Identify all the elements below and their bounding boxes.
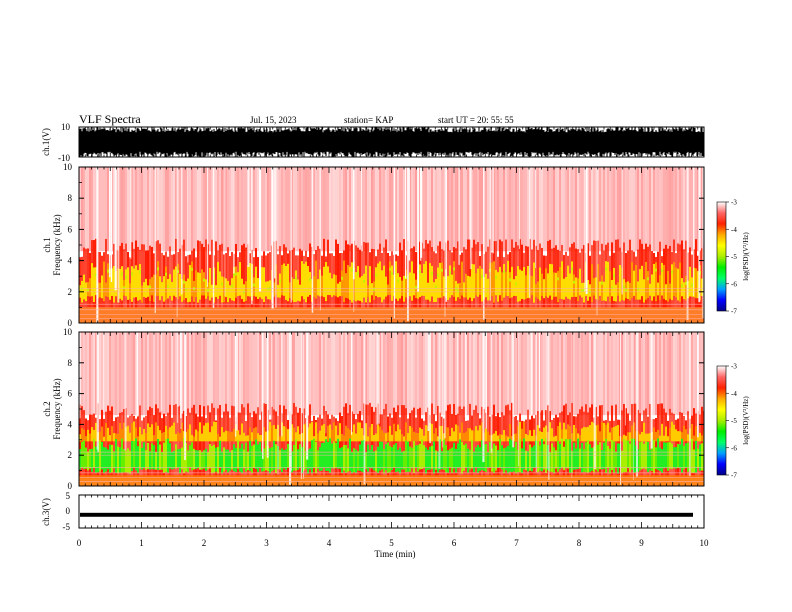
ch3-waveform-panel: 5 0 -5 ch.3(V) 0 1 2 3 4 5 6 7 8 9 10 Time (min)	[41, 127, 709, 559]
ch2-spec-ylabel-channel: ch.2	[42, 401, 52, 416]
ch1-spec-ylabel-frequency: Frequency (kHz)	[52, 214, 62, 275]
spec-ytick-label: 10	[63, 162, 73, 172]
xtick-label: 6	[452, 538, 457, 548]
ch2-spectrogram-panel: ch.2 Frequency (kHz) 0 2 4 6 8 10	[42, 327, 705, 491]
spec-ytick-label: 8	[68, 358, 73, 368]
colorbar-tick-label: -6	[731, 444, 737, 452]
start-time-label: start UT = 20: 55: 55	[438, 115, 514, 125]
spec-ytick-label: 0	[68, 318, 73, 328]
station-label: station= KAP	[344, 115, 393, 125]
spec-ytick-label: 6	[68, 224, 73, 234]
spec-ytick-label: 8	[68, 193, 73, 203]
colorbar-tick-label: -5	[731, 253, 737, 261]
ch2-spectrogram-image	[79, 332, 704, 486]
colorbar-label: log(PSD)(V²/Hz)	[742, 396, 750, 445]
colorbar-tick-label: -4	[731, 226, 737, 234]
ch2-spec-ylabel-frequency: Frequency (kHz)	[52, 378, 62, 439]
xtick-label: 4	[327, 538, 332, 548]
time-axis-label: Time (min)	[375, 549, 416, 559]
ch1-wave-ytick-top: 10	[61, 122, 71, 132]
colorbar-tick-label: -7	[731, 472, 737, 480]
colorbar-tick-label: -5	[731, 417, 737, 425]
colorbar-gradient	[716, 201, 727, 312]
colorbar-tick-label: -3	[731, 199, 737, 207]
ch1-wave-ylabel: ch.1(V)	[41, 128, 51, 156]
spec-ytick-label: 2	[68, 287, 73, 297]
ch3-waveform-trace	[80, 512, 693, 517]
xtick-label: 0	[77, 538, 82, 548]
ch2-colorbar: -3 -4 -5 -6 -7 log(PSD)(V²/Hz)	[716, 363, 750, 480]
ch1-waveform-line	[79, 127, 704, 157]
colorbar-tick-label: -7	[731, 308, 737, 316]
colorbar-tick-label: -4	[731, 390, 737, 398]
colorbar-label: log(PSD)(V²/Hz)	[742, 232, 750, 281]
xtick-label: 7	[514, 538, 519, 548]
xtick-label: 2	[202, 538, 207, 548]
ch1-waveform-trace	[79, 127, 704, 157]
figure-title: VLF Spectra	[79, 112, 141, 126]
xtick-label: 10	[700, 538, 710, 548]
spec-ytick-label: 0	[68, 481, 73, 491]
colorbar-gradient	[716, 365, 727, 476]
ch1-wave-ytick-bottom: -10	[58, 153, 70, 163]
ch3-wave-ytick-0: 0	[66, 506, 71, 516]
date-label: Jul. 15, 2023	[250, 115, 297, 125]
ch1-spectrogram-image	[79, 167, 704, 323]
ch3-waveform-band	[80, 512, 693, 517]
spec-ytick-label: 2	[68, 450, 73, 460]
ch1-colorbar: -3 -4 -5 -6 -7 log(PSD)(V²/Hz)	[716, 199, 750, 316]
spec-ytick-label: 4	[68, 256, 73, 266]
ch3-wave-ylabel: ch.3(V)	[41, 498, 51, 526]
xtick-label: 3	[264, 538, 269, 548]
ch3-wave-ytick-minus5: -5	[63, 522, 71, 532]
colorbar-tick-label: -6	[731, 280, 737, 288]
xtick-label: 1	[139, 538, 144, 548]
xtick-label: 5	[389, 538, 394, 548]
ch1-spec-ylabel-channel: ch.1	[42, 237, 52, 252]
colorbar-tick-label: -3	[731, 363, 737, 371]
spec-ytick-label: 4	[68, 419, 73, 429]
ch1-spectrogram-panel: ch.1 Frequency (kHz) 0 2 4 6 8 10	[42, 162, 705, 328]
xtick-label: 8	[577, 538, 582, 548]
spec-ytick-label: 6	[68, 389, 73, 399]
xtick-label: 9	[639, 538, 644, 548]
ch3-wave-ytick-5: 5	[66, 491, 71, 501]
spec-ytick-label: 10	[63, 327, 73, 337]
